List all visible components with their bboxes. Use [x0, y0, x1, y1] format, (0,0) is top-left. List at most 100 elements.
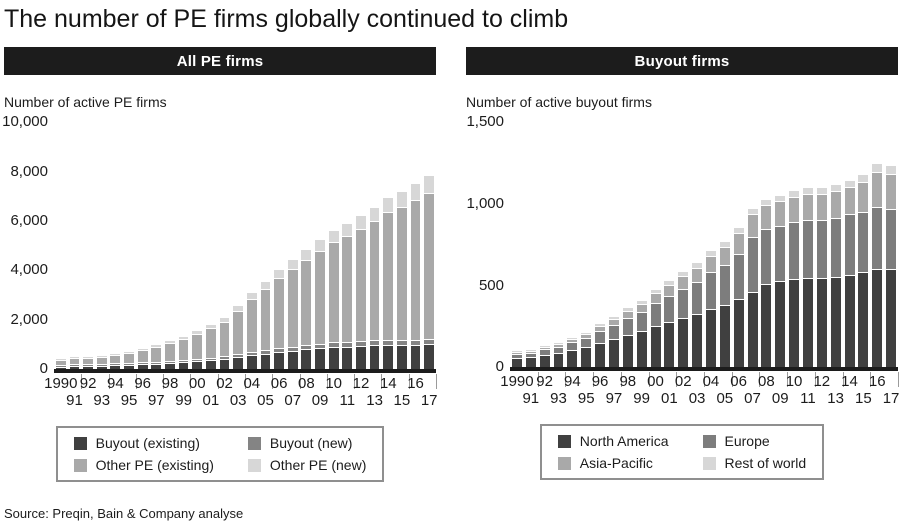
stacked-bar-16: [410, 184, 421, 370]
x-axis-tick: [436, 374, 437, 390]
bar-segment: [872, 208, 883, 271]
bar-segment: [192, 331, 203, 336]
x-tick-label: 96: [591, 373, 609, 391]
x-tick-label: 11: [800, 390, 816, 408]
bar-segment: [83, 367, 93, 370]
legend-swatch-icon: [73, 436, 87, 450]
bar-slot: [746, 122, 760, 368]
stacked-bar-93: [553, 343, 564, 368]
stacked-bar-95: [124, 352, 134, 370]
bar-slot: [870, 122, 884, 368]
bar-segment: [287, 270, 298, 349]
bar-segment: [137, 363, 148, 366]
stacked-bar-03: [692, 263, 703, 368]
x-axis-tick: [354, 374, 356, 390]
bar-slot: [395, 122, 409, 370]
x-axis-tick: [759, 372, 761, 388]
bar-segment: [664, 281, 675, 287]
bar-segment: [219, 357, 230, 361]
plot-area: [510, 122, 898, 372]
bar-segment: [396, 192, 407, 209]
bar-segment: [424, 176, 435, 195]
figure-title: The number of PE firms globally continue…: [4, 5, 569, 33]
bar-segment: [733, 300, 744, 368]
y-tick-label: 8,000: [10, 162, 48, 180]
x-tick-label: 94: [564, 373, 581, 391]
stacked-bar-09: [315, 240, 325, 370]
bar-segment: [410, 346, 421, 370]
bar-segment: [69, 357, 80, 360]
y-tick-label: 2,000: [10, 310, 48, 328]
bar-slot: [149, 122, 163, 370]
x-tick-label: 04: [702, 373, 720, 391]
x-axis-tick: [381, 374, 383, 390]
bar-segment: [678, 277, 689, 291]
bar-segment: [274, 349, 284, 354]
x-tick-label: 09: [771, 390, 789, 408]
bar-segment: [525, 358, 536, 368]
bar-segment: [872, 173, 883, 209]
bar-slot: [524, 122, 538, 368]
bar-segment: [165, 362, 175, 365]
x-tick-label: 08: [298, 375, 315, 393]
bar-segment: [705, 251, 716, 258]
bar-segment: [692, 315, 703, 368]
legend-swatch-icon: [247, 458, 261, 472]
x-tick-label: 92: [536, 373, 553, 391]
bar-segment: [747, 209, 758, 216]
legend-swatch-icon: [557, 456, 571, 470]
bar-segment: [124, 366, 134, 370]
bar-segment: [246, 300, 257, 354]
x-tick-label: 95: [120, 392, 138, 410]
bar-segment: [539, 356, 550, 368]
legend-swatch-icon: [247, 436, 261, 450]
stacked-bar-1990: [55, 359, 66, 370]
stacked-bar-11: [802, 188, 813, 368]
bar-segment: [178, 361, 189, 364]
x-axis-tick: [842, 372, 844, 388]
bar-segment: [678, 290, 689, 320]
bar-segment: [396, 341, 407, 347]
bar-segment: [511, 353, 522, 356]
bar-segment: [525, 352, 536, 355]
stacked-bar-08: [301, 250, 312, 370]
bar-segment: [410, 201, 421, 342]
bar-segment: [816, 279, 827, 368]
bar-slot: [245, 122, 259, 370]
x-tick-label: 05: [716, 390, 734, 408]
bar-segment: [328, 343, 339, 349]
x-tick-label: 14: [841, 373, 858, 391]
bar-segment: [733, 234, 744, 256]
stacked-bar-91: [69, 357, 80, 370]
stacked-bar-97: [151, 345, 162, 370]
x-tick-label: 00: [647, 373, 664, 391]
bar-slot: [259, 122, 273, 370]
bar-segment: [761, 200, 772, 207]
bar-segment: [287, 348, 298, 353]
bar-segment: [110, 356, 121, 365]
x-tick-label: 92: [79, 375, 97, 393]
bar-slot: [856, 122, 870, 368]
legend-item: Other PE (existing): [73, 456, 214, 474]
bar-slot: [204, 122, 218, 370]
x-tick-label: 15: [393, 392, 411, 410]
bar-segment: [511, 351, 522, 354]
bar-slot: [313, 122, 327, 370]
stacked-bar-17: [886, 166, 897, 368]
bar-slot: [272, 122, 286, 370]
panel-header-band: Buyout firms: [466, 47, 898, 76]
bar-segment: [233, 306, 244, 313]
bar-segment: [383, 213, 394, 342]
bar-segment: [124, 354, 134, 365]
bar-segment: [369, 222, 380, 342]
x-tick-label: 16: [407, 375, 424, 393]
stacked-bar-17: [424, 176, 435, 370]
bar-segment: [219, 318, 230, 324]
bar-segment: [165, 364, 175, 370]
bar-segment: [192, 360, 203, 363]
y-tick-label: 0: [39, 360, 48, 378]
x-tick-label: 16: [868, 373, 886, 391]
legend-wrap: North America Europe Asia-Pacific Rest of w…: [466, 424, 898, 481]
stacked-bar-12: [816, 188, 827, 368]
stacked-bar-00: [650, 290, 661, 368]
